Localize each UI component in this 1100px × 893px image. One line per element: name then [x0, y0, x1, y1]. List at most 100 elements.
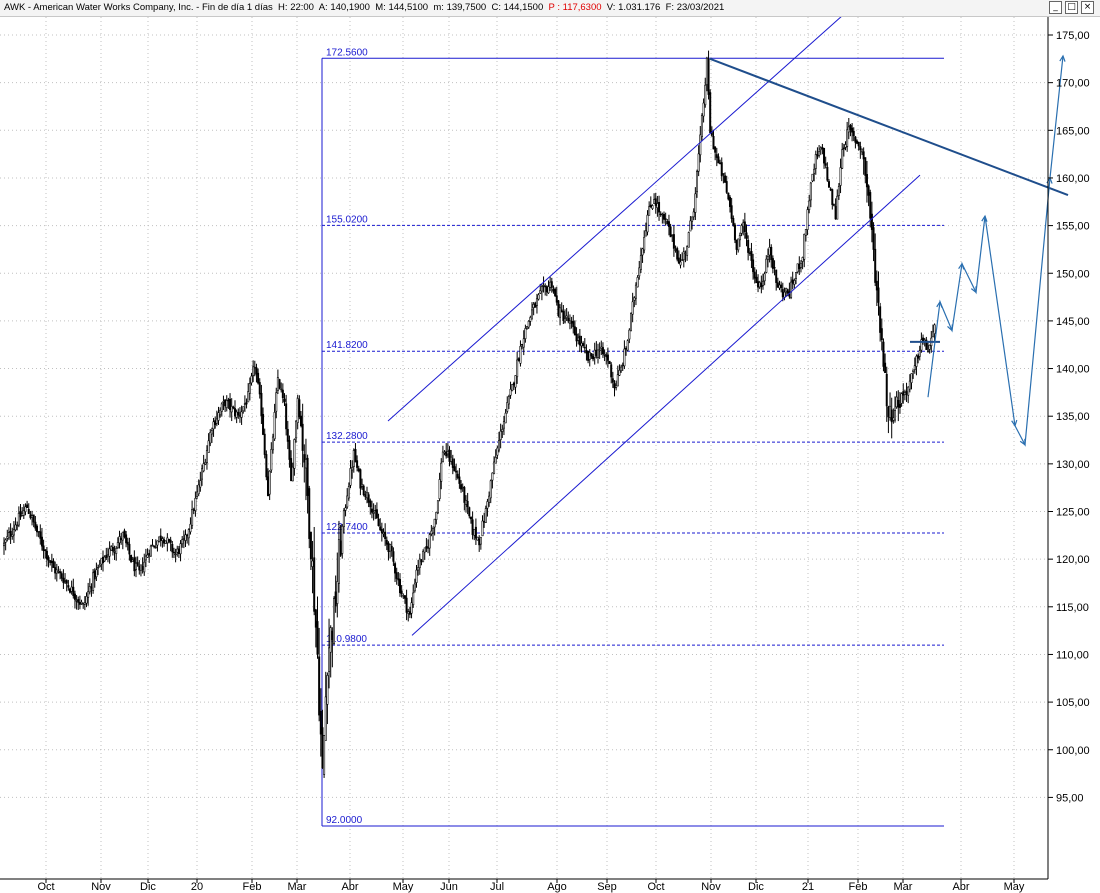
candle-body	[753, 271, 756, 279]
projection-arrowhead	[981, 214, 988, 222]
candle-body	[171, 543, 174, 553]
candle-body	[588, 352, 591, 360]
x-tick-label: Oct	[647, 881, 664, 893]
candle-body	[217, 412, 220, 421]
fib-level-label: 132.2800	[326, 431, 368, 442]
candle-body	[464, 499, 467, 505]
candle-body	[521, 343, 524, 346]
candle-body	[885, 373, 888, 407]
candle-body	[93, 570, 96, 580]
candle-body	[593, 349, 596, 358]
candle-body	[189, 523, 192, 533]
candle-body	[849, 125, 852, 130]
candle-body	[847, 126, 850, 133]
candle-body	[672, 234, 675, 249]
candle-body	[559, 307, 562, 318]
candle-body	[565, 315, 568, 318]
candle-body	[481, 520, 484, 537]
candle-body	[730, 205, 733, 219]
candle-body	[415, 569, 418, 583]
y-tick-label: 100,00	[1056, 745, 1090, 757]
candle-body	[692, 211, 695, 218]
y-tick-label: 95,00	[1056, 792, 1084, 804]
candle-body	[314, 609, 317, 628]
candle-body	[669, 226, 672, 238]
price-chart[interactable]: 172.5600 155.0200 141.8200 132.2800 122.7400…	[0, 17, 1100, 893]
x-tick-label: 20	[191, 881, 203, 893]
candle-body	[265, 454, 268, 478]
candle-body	[359, 469, 362, 489]
candle-body	[852, 130, 855, 137]
close-button[interactable]: ×	[1081, 1, 1094, 14]
candle-body	[900, 393, 903, 404]
candle-body	[290, 458, 293, 482]
candle-body	[532, 304, 535, 308]
candle-body	[844, 144, 847, 148]
candle-body	[791, 279, 794, 284]
candle-body	[321, 727, 324, 769]
candle-body	[534, 302, 537, 308]
candle-body	[468, 507, 471, 517]
candle-body	[887, 406, 890, 418]
candle-body	[740, 225, 743, 234]
candle-body	[120, 538, 123, 541]
candle-body	[225, 400, 228, 408]
candle-body	[903, 392, 906, 395]
maximize-button[interactable]: □	[1065, 1, 1078, 14]
candle-body	[186, 534, 189, 537]
candle-body	[268, 470, 271, 495]
candle-body	[634, 284, 637, 299]
candle-body	[339, 540, 342, 556]
candle-body	[596, 349, 599, 358]
candle-body	[842, 147, 845, 150]
candle-body	[181, 539, 184, 545]
candle-body	[306, 457, 309, 496]
candle-body	[643, 236, 646, 251]
candle-body	[611, 378, 614, 383]
y-tick-label: 120,00	[1056, 554, 1090, 566]
candle-body	[351, 467, 354, 471]
candle-body	[750, 251, 753, 261]
candle-body	[507, 396, 510, 405]
candle-body	[135, 562, 138, 570]
candle-body	[234, 408, 237, 417]
minimize-button[interactable]: _	[1049, 1, 1062, 14]
candle-body	[364, 494, 367, 498]
candle-body	[201, 468, 204, 480]
candle-body	[156, 540, 159, 546]
candle-body	[245, 402, 248, 405]
candle-body	[702, 102, 705, 117]
candle-body	[761, 280, 764, 286]
candle-body	[639, 255, 642, 270]
candle-body	[694, 193, 697, 213]
candle-body	[17, 512, 20, 526]
y-tick-label: 170,00	[1056, 78, 1090, 90]
candle-body	[73, 593, 76, 600]
candle-body	[168, 539, 171, 542]
candle-body	[296, 398, 299, 423]
x-tick-label: Dic	[140, 881, 156, 893]
candle-body	[455, 470, 458, 473]
projection-arrowhead	[1059, 54, 1066, 62]
candle-body	[770, 246, 773, 261]
candle-body	[494, 457, 497, 464]
y-tick-label: 105,00	[1056, 697, 1090, 709]
fib-level-label: 155.0200	[326, 214, 368, 225]
candle-body	[854, 136, 857, 143]
candle-body	[826, 166, 829, 181]
candle-body	[26, 504, 29, 508]
x-tick-label: Abr	[952, 881, 969, 893]
candle-body	[158, 536, 161, 542]
candle-body	[479, 536, 482, 545]
candle-body	[577, 337, 580, 341]
candle-body	[514, 375, 517, 388]
candlestick-series	[2, 50, 936, 778]
candle-body	[32, 514, 35, 523]
candle-body	[372, 512, 375, 514]
candle-body	[857, 141, 860, 147]
candle-body	[387, 542, 390, 552]
resistance-trendline	[709, 57, 1069, 197]
candle-body	[453, 466, 456, 472]
candle-body	[202, 463, 205, 472]
candle-body	[252, 366, 255, 376]
